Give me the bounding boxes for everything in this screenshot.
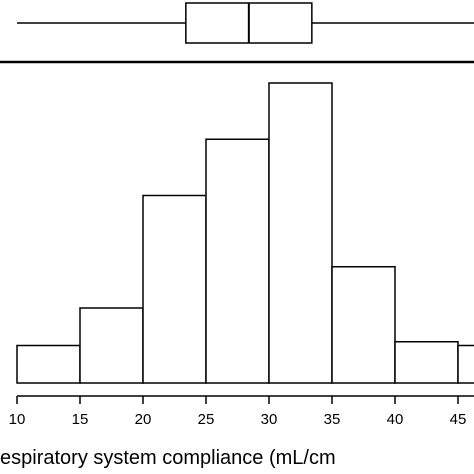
histogram-bar-8 xyxy=(457,344,474,384)
histogram-bar-3 xyxy=(142,194,207,384)
boxplot-panel xyxy=(17,2,474,44)
histogram-bar-2 xyxy=(79,307,144,384)
histogram-bars xyxy=(16,82,474,384)
x-tick-label-40: 40 xyxy=(387,411,404,428)
histogram-bar-4 xyxy=(205,138,270,384)
histogram-bar-5 xyxy=(268,82,333,384)
histogram-bar-1 xyxy=(16,344,81,384)
x-tick-label-15: 15 xyxy=(72,411,89,428)
x-tick-label-20: 20 xyxy=(135,411,152,428)
x-tick-label-35: 35 xyxy=(324,411,341,428)
histogram-bar-6 xyxy=(331,266,396,384)
x-axis-label: espiratory system compliance (mL/cm xyxy=(0,447,336,469)
histogram-bar-7 xyxy=(394,341,459,384)
x-tick-label-25: 25 xyxy=(198,411,215,428)
x-tick-label-30: 30 xyxy=(261,411,278,428)
x-tick-label-10: 10 xyxy=(9,411,26,428)
x-tick-label-45: 45 xyxy=(450,411,467,428)
x-axis-ticks: 10 15 20 25 30 35 40 45 xyxy=(9,396,467,428)
